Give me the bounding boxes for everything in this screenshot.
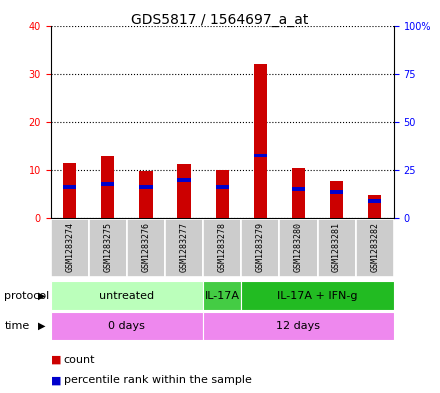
Text: GSM1283277: GSM1283277 [180,222,189,272]
Text: percentile rank within the sample: percentile rank within the sample [64,375,252,386]
Bar [292,167,305,218]
Text: ▶: ▶ [38,321,46,331]
Bar [203,281,241,310]
Bar [279,219,318,277]
Text: GSM1283281: GSM1283281 [332,222,341,272]
Text: GDS5817 / 1564697_a_at: GDS5817 / 1564697_a_at [131,13,309,27]
Text: untreated: untreated [99,291,154,301]
Text: ■: ■ [51,375,61,386]
Bar [356,219,394,277]
Bar [101,156,114,218]
Bar [89,219,127,277]
Text: GSM1283279: GSM1283279 [256,222,265,272]
Text: GSM1283274: GSM1283274 [65,222,74,272]
Bar [203,312,394,340]
Text: count: count [64,354,95,365]
Text: IL-17A: IL-17A [205,291,240,301]
Bar [216,170,229,218]
Bar [51,281,203,310]
Text: 0 days: 0 days [108,321,145,331]
Bar [127,219,165,277]
Bar [253,154,267,158]
Text: GSM1283280: GSM1283280 [294,222,303,272]
Text: GSM1283275: GSM1283275 [103,222,112,272]
Text: IL-17A + IFN-g: IL-17A + IFN-g [277,291,358,301]
Bar [51,312,203,340]
Bar [165,219,203,277]
Bar [203,219,241,277]
Bar [177,164,191,218]
Text: time: time [4,321,29,331]
Bar [241,219,279,277]
Bar [139,185,153,189]
Text: GSM1283276: GSM1283276 [141,222,150,272]
Text: GSM1283278: GSM1283278 [218,222,227,272]
Bar [51,219,89,277]
Bar [292,187,305,191]
Text: ▶: ▶ [38,291,46,301]
Bar [216,185,229,189]
Bar [241,281,394,310]
Bar [63,185,77,189]
Bar [139,171,153,218]
Bar [318,219,356,277]
Bar [101,182,114,186]
Bar [368,195,381,218]
Bar [177,178,191,182]
Text: GSM1283282: GSM1283282 [370,222,379,272]
Bar [63,163,77,218]
Bar [253,64,267,218]
Bar [368,199,381,203]
Text: ■: ■ [51,354,61,365]
Bar [330,190,343,194]
Bar [330,180,343,218]
Text: protocol: protocol [4,291,50,301]
Text: 12 days: 12 days [276,321,320,331]
